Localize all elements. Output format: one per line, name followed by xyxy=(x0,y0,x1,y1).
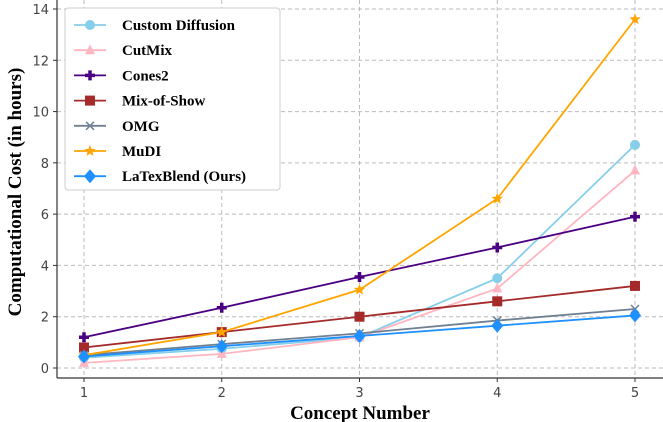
legend-item: Custom Diffusion xyxy=(74,18,236,34)
legend-item: MuDI xyxy=(74,144,161,160)
y-tick-label: 0 xyxy=(41,362,49,377)
marker-circle xyxy=(630,139,640,150)
y-tick-label: 6 xyxy=(41,208,49,223)
legend-label: OMG xyxy=(122,119,160,135)
marker-circle xyxy=(492,273,503,284)
legend-item: Mix-of-Show xyxy=(74,94,205,110)
legend-item: OMG xyxy=(74,119,160,135)
y-tick-label: 12 xyxy=(32,54,49,69)
axes xyxy=(53,0,663,382)
legend-label: MuDI xyxy=(122,144,161,160)
marker-square xyxy=(85,95,95,106)
marker-diamond xyxy=(84,169,96,184)
marker-square xyxy=(354,311,365,322)
marker-diamond xyxy=(353,328,366,343)
y-tick-label: 8 xyxy=(41,157,49,172)
marker-triangle xyxy=(85,44,95,55)
legend-label: LaTexBlend (Ours) xyxy=(122,169,246,185)
legend-item: CutMix xyxy=(74,43,172,59)
marker-square xyxy=(492,296,503,307)
x-tick-label: 1 xyxy=(80,386,88,401)
legend-item: Cones2 xyxy=(74,68,169,84)
y-tick-label: 4 xyxy=(41,259,49,274)
legend-label: CutMix xyxy=(122,43,172,59)
marker-star xyxy=(353,283,366,295)
marker-circle xyxy=(85,20,95,30)
legend-box xyxy=(64,7,281,191)
legend-item: LaTexBlend (Ours) xyxy=(74,169,246,185)
marker-diamond xyxy=(78,349,90,364)
marker-star xyxy=(629,13,641,25)
marker-plus xyxy=(79,332,89,343)
x-axis-label: Concept Number xyxy=(290,403,430,422)
series-latexblend-ours- xyxy=(78,308,641,364)
marker-diamond xyxy=(491,318,504,333)
marker-plus xyxy=(216,302,227,313)
y-tick-label: 10 xyxy=(32,106,49,121)
legend-label: Custom Diffusion xyxy=(122,18,236,34)
legend-label: Mix-of-Show xyxy=(122,94,205,110)
marker-plus xyxy=(85,70,95,81)
legend: Custom Diffusion CutMix Cones2 Mix-of-Show O… xyxy=(64,7,281,191)
marker-plus xyxy=(492,242,503,253)
marker-star xyxy=(491,192,503,204)
x-tick-label: 2 xyxy=(218,386,226,401)
marker-square xyxy=(79,342,89,353)
marker-plus xyxy=(630,211,640,222)
marker-star xyxy=(216,326,228,337)
marker-plus xyxy=(354,271,365,282)
y-axis-label: Computational Cost (in hours) xyxy=(5,68,26,317)
marker-x xyxy=(85,121,95,131)
marker-square xyxy=(630,280,640,291)
marker-star xyxy=(84,145,96,156)
y-tick-label: 2 xyxy=(41,311,49,326)
legend-label: Cones2 xyxy=(122,68,169,84)
series-cones2 xyxy=(79,211,640,343)
marker-diamond xyxy=(629,308,641,323)
marker-triangle xyxy=(492,282,503,293)
marker-diamond xyxy=(215,339,228,354)
x-tick-label: 5 xyxy=(631,386,639,401)
x-tick-label: 3 xyxy=(355,386,363,401)
marker-triangle xyxy=(630,164,640,175)
y-tick-label: 14 xyxy=(32,3,49,18)
series-lines xyxy=(78,13,641,367)
x-tick-label: 4 xyxy=(493,386,501,401)
